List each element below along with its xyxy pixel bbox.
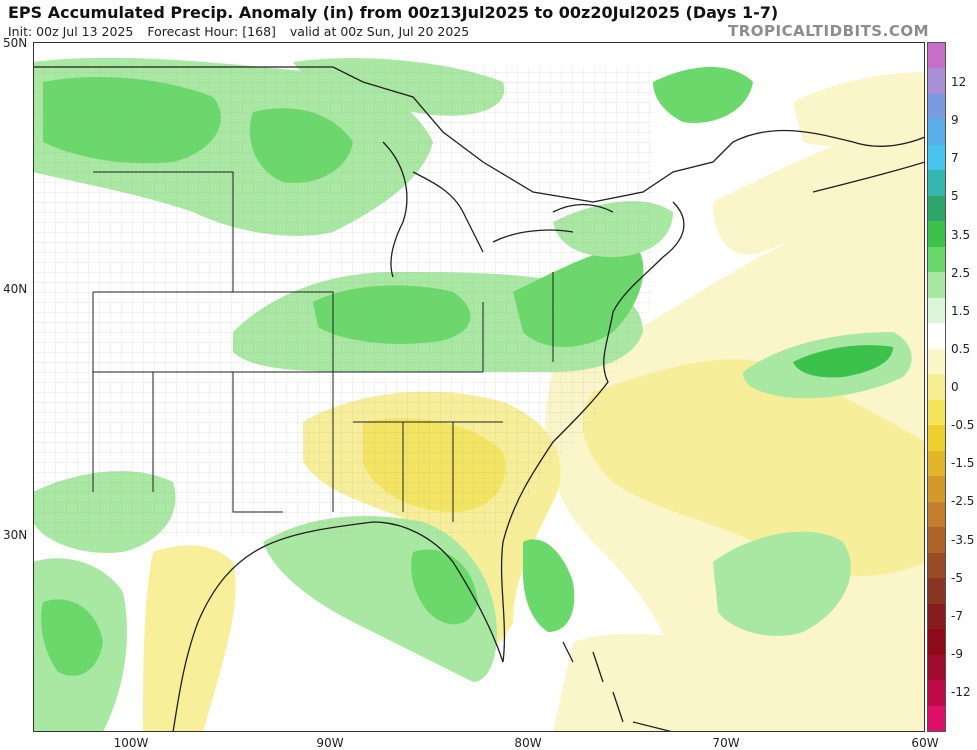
colorbar-label: -1.5 — [951, 456, 975, 471]
map-frame — [33, 42, 925, 732]
colorbar-swatch — [928, 68, 945, 94]
lon-label-70w: 70W — [712, 736, 740, 750]
colorbar-label: 3.5 — [951, 227, 971, 242]
wet-zone-gulf-core — [411, 549, 478, 625]
dry-zone-canada-east — [793, 72, 925, 147]
colorbar-label: -2.5 — [951, 494, 975, 509]
wet-zone-atlantic-south — [713, 531, 851, 636]
wet-zone-mexico-core — [41, 599, 103, 676]
colorbar-label: 12 — [951, 75, 967, 89]
colorbar-swatch — [928, 552, 945, 579]
map-title: EPS Accumulated Precip. Anomaly (in) fro… — [8, 3, 779, 22]
lon-label-80w: 80W — [514, 736, 542, 750]
colorbar-label: 0.5 — [951, 341, 971, 356]
colorbar-swatch — [928, 374, 945, 400]
county-lines — [33, 67, 653, 537]
colorbar-swatch — [928, 144, 945, 171]
colorbar-label: -9 — [951, 646, 963, 661]
colorbar-swatch — [928, 323, 945, 349]
forecast-hour: Forecast Hour: [168] — [147, 24, 276, 39]
colorbar-swatch — [928, 629, 945, 655]
colorbar-swatch — [928, 348, 945, 375]
dry-zone-caribbean — [553, 633, 925, 732]
colorbar-swatch — [928, 425, 945, 451]
colorbar-swatch — [928, 705, 945, 732]
colorbar-swatch — [928, 221, 945, 247]
site-brand: TROPICALTIDBITS.COM — [728, 22, 929, 40]
colorbar-swatch — [928, 272, 945, 298]
gulf-coast — [172, 521, 504, 732]
colorbar-label: -0.5 — [951, 418, 975, 433]
wet-zone-bahamas — [523, 539, 575, 632]
colorbar-swatch — [928, 246, 945, 273]
bahamas-islands — [562, 641, 674, 732]
precip-anomaly-map — [33, 42, 925, 732]
state-boundaries — [92, 171, 554, 522]
colorbar-label: -5 — [951, 570, 963, 585]
wet-zone-quebec — [653, 67, 753, 123]
colorbar-swatch — [928, 297, 945, 324]
colorbar-label: 7 — [951, 151, 959, 166]
map-subtitle: Init: 00z Jul 13 2025 Forecast Hour: [16… — [8, 24, 479, 39]
colorbar-swatch — [928, 501, 945, 528]
colorbar-label: 1.5 — [951, 303, 971, 318]
precip-anomaly-colorbar — [927, 42, 946, 732]
lon-label-90w: 90W — [316, 736, 344, 750]
wet-zone-atlantic-east-core — [793, 345, 893, 378]
colorbar-label: -3.5 — [951, 532, 975, 547]
dry-zone-texas-coast — [143, 545, 236, 732]
colorbar-swatch — [928, 527, 945, 553]
east-coast — [500, 201, 685, 663]
colorbar-label: 2.5 — [951, 265, 971, 280]
dry-zone-northeast-coast — [713, 122, 925, 255]
colorbar-swatch — [928, 170, 945, 196]
coastlines-and-borders — [33, 66, 925, 732]
great-lakes-outline — [382, 141, 614, 278]
valid-time: valid at 00z Sun, Jul 20 2025 — [289, 24, 470, 39]
colorbar-swatch — [928, 43, 945, 69]
colorbar-label: -12 — [951, 685, 971, 699]
lat-label-40n: 40N — [3, 282, 28, 296]
dry-zone-atlantic-mid — [582, 359, 925, 576]
lat-label-30n: 30N — [3, 528, 28, 542]
us-canada-border — [33, 66, 734, 203]
colorbar-label: -7 — [951, 608, 963, 623]
colorbar-swatch — [928, 119, 945, 145]
colorbar-label: 9 — [951, 113, 959, 128]
colorbar-swatch — [928, 450, 945, 477]
lat-label-50n: 50N — [3, 36, 28, 50]
lon-label-60w: 60W — [911, 736, 939, 750]
colorbar-swatch — [928, 603, 945, 630]
colorbar-label: 0 — [951, 380, 959, 394]
colorbar-swatch — [928, 578, 945, 604]
colorbar-label: 5 — [951, 189, 959, 204]
colorbar-swatch — [928, 680, 945, 706]
colorbar-swatch — [928, 476, 945, 502]
colorbar-swatch — [928, 399, 945, 426]
init-time: Init: 00z Jul 13 2025 — [8, 24, 134, 39]
colorbar-swatch — [928, 654, 945, 681]
maritime-coast — [732, 129, 925, 193]
colorbar-swatch — [928, 93, 945, 120]
lon-label-100w: 100W — [113, 736, 149, 750]
colorbar-swatch — [928, 195, 945, 222]
